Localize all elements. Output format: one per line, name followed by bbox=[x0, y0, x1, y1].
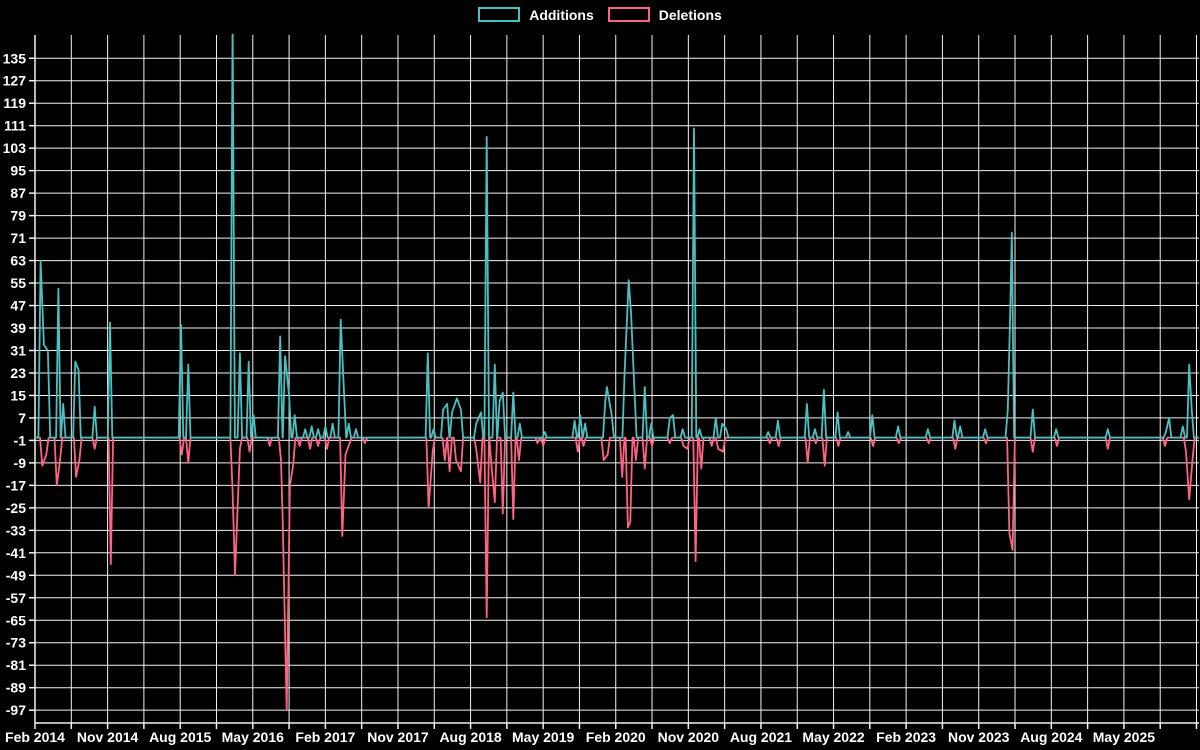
y-tick-label: 39 bbox=[10, 320, 26, 336]
deletions-swatch-icon bbox=[607, 7, 650, 22]
additions-line bbox=[35, 34, 1199, 439]
x-tick-label: Nov 2017 bbox=[367, 729, 429, 745]
y-tick-label: -9 bbox=[14, 455, 27, 471]
x-tick-label: Nov 2023 bbox=[948, 729, 1010, 745]
y-tick-label: 63 bbox=[10, 253, 26, 269]
y-tick-label: 127 bbox=[3, 73, 27, 89]
y-tick-label: -97 bbox=[6, 702, 26, 718]
x-tick-label: Aug 2018 bbox=[439, 729, 501, 745]
y-tick-label: 103 bbox=[3, 140, 27, 156]
deletions-line bbox=[35, 436, 1199, 712]
y-tick-label: 47 bbox=[10, 298, 26, 314]
y-tick-label: -49 bbox=[6, 567, 26, 583]
legend-deletions-label: Deletions bbox=[658, 6, 722, 23]
x-tick-label: Feb 2017 bbox=[295, 729, 355, 745]
y-tick-label: 95 bbox=[10, 163, 26, 179]
x-tick-label: Nov 2020 bbox=[658, 729, 720, 745]
chart-legend: Additions Deletions bbox=[0, 7, 1200, 22]
y-tick-label: 111 bbox=[4, 118, 26, 134]
y-tick-label: -81 bbox=[6, 657, 26, 673]
y-tick-label: -89 bbox=[6, 680, 26, 696]
y-tick-label: 7 bbox=[18, 410, 26, 426]
legend-additions-label: Additions bbox=[529, 6, 594, 23]
y-tick-label: -33 bbox=[6, 522, 26, 538]
y-tick-label: 119 bbox=[3, 95, 26, 111]
y-tick-label: 79 bbox=[10, 208, 26, 224]
y-tick-label: 71 bbox=[10, 230, 26, 246]
x-tick-label: Feb 2014 bbox=[5, 729, 65, 745]
y-tick-label: -57 bbox=[6, 590, 26, 606]
x-tick-label: May 2019 bbox=[512, 729, 574, 745]
y-tick-label: 15 bbox=[10, 387, 26, 403]
y-tick-label: -17 bbox=[6, 477, 26, 493]
x-tick-label: May 2025 bbox=[1093, 729, 1155, 745]
x-tick-label: May 2016 bbox=[222, 729, 284, 745]
x-tick-label: May 2022 bbox=[802, 729, 864, 745]
y-tick-label: 31 bbox=[10, 342, 26, 358]
x-tick-label: Aug 2021 bbox=[730, 729, 792, 745]
x-tick-label: Aug 2015 bbox=[149, 729, 211, 745]
y-tick-label: -65 bbox=[6, 612, 26, 628]
y-tick-label: 87 bbox=[10, 185, 26, 201]
legend-item-deletions[interactable]: Deletions bbox=[607, 6, 722, 23]
x-tick-label: Feb 2023 bbox=[876, 729, 936, 745]
x-tick-label: Feb 2020 bbox=[586, 729, 646, 745]
y-tick-label: -73 bbox=[6, 635, 26, 651]
y-tick-label: 135 bbox=[3, 50, 27, 66]
additions-swatch-icon bbox=[478, 7, 521, 22]
y-tick-label: -1 bbox=[14, 432, 27, 448]
y-tick-label: 55 bbox=[10, 275, 26, 291]
y-tick-label: -41 bbox=[6, 545, 26, 561]
x-tick-label: Aug 2024 bbox=[1020, 729, 1082, 745]
y-tick-label: 23 bbox=[10, 365, 26, 381]
x-tick-label: Nov 2014 bbox=[77, 729, 139, 745]
y-tick-label: -25 bbox=[6, 500, 26, 516]
legend-item-additions[interactable]: Additions bbox=[478, 7, 594, 22]
